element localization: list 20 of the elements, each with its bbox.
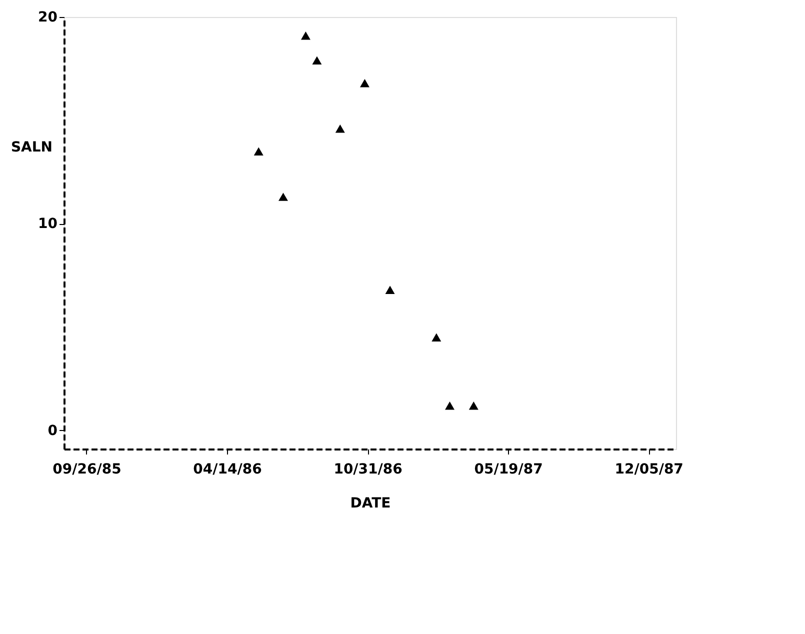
point <box>300 31 310 40</box>
point <box>385 286 395 294</box>
y-tick-label: 10 <box>38 216 58 232</box>
point <box>445 401 454 410</box>
y-tick-label: 20 <box>38 10 58 26</box>
x-tick-label: 10/31/86 <box>334 462 402 478</box>
point <box>360 79 370 88</box>
point <box>468 401 478 410</box>
point <box>254 147 264 156</box>
x-tick-label: 09/26/85 <box>52 462 122 478</box>
point <box>312 56 322 65</box>
point <box>432 333 442 342</box>
x-axis-title: DATE <box>350 496 391 512</box>
x-tick-label: 12/05/87 <box>614 462 684 478</box>
y-tick-label: 0 <box>48 422 58 439</box>
x-tick-label: 05/19/87 <box>474 462 543 478</box>
y-axis-title: SALN <box>10 140 52 156</box>
point <box>335 124 345 133</box>
x-tick-label: 04/14/86 <box>193 462 262 478</box>
point <box>278 192 288 201</box>
